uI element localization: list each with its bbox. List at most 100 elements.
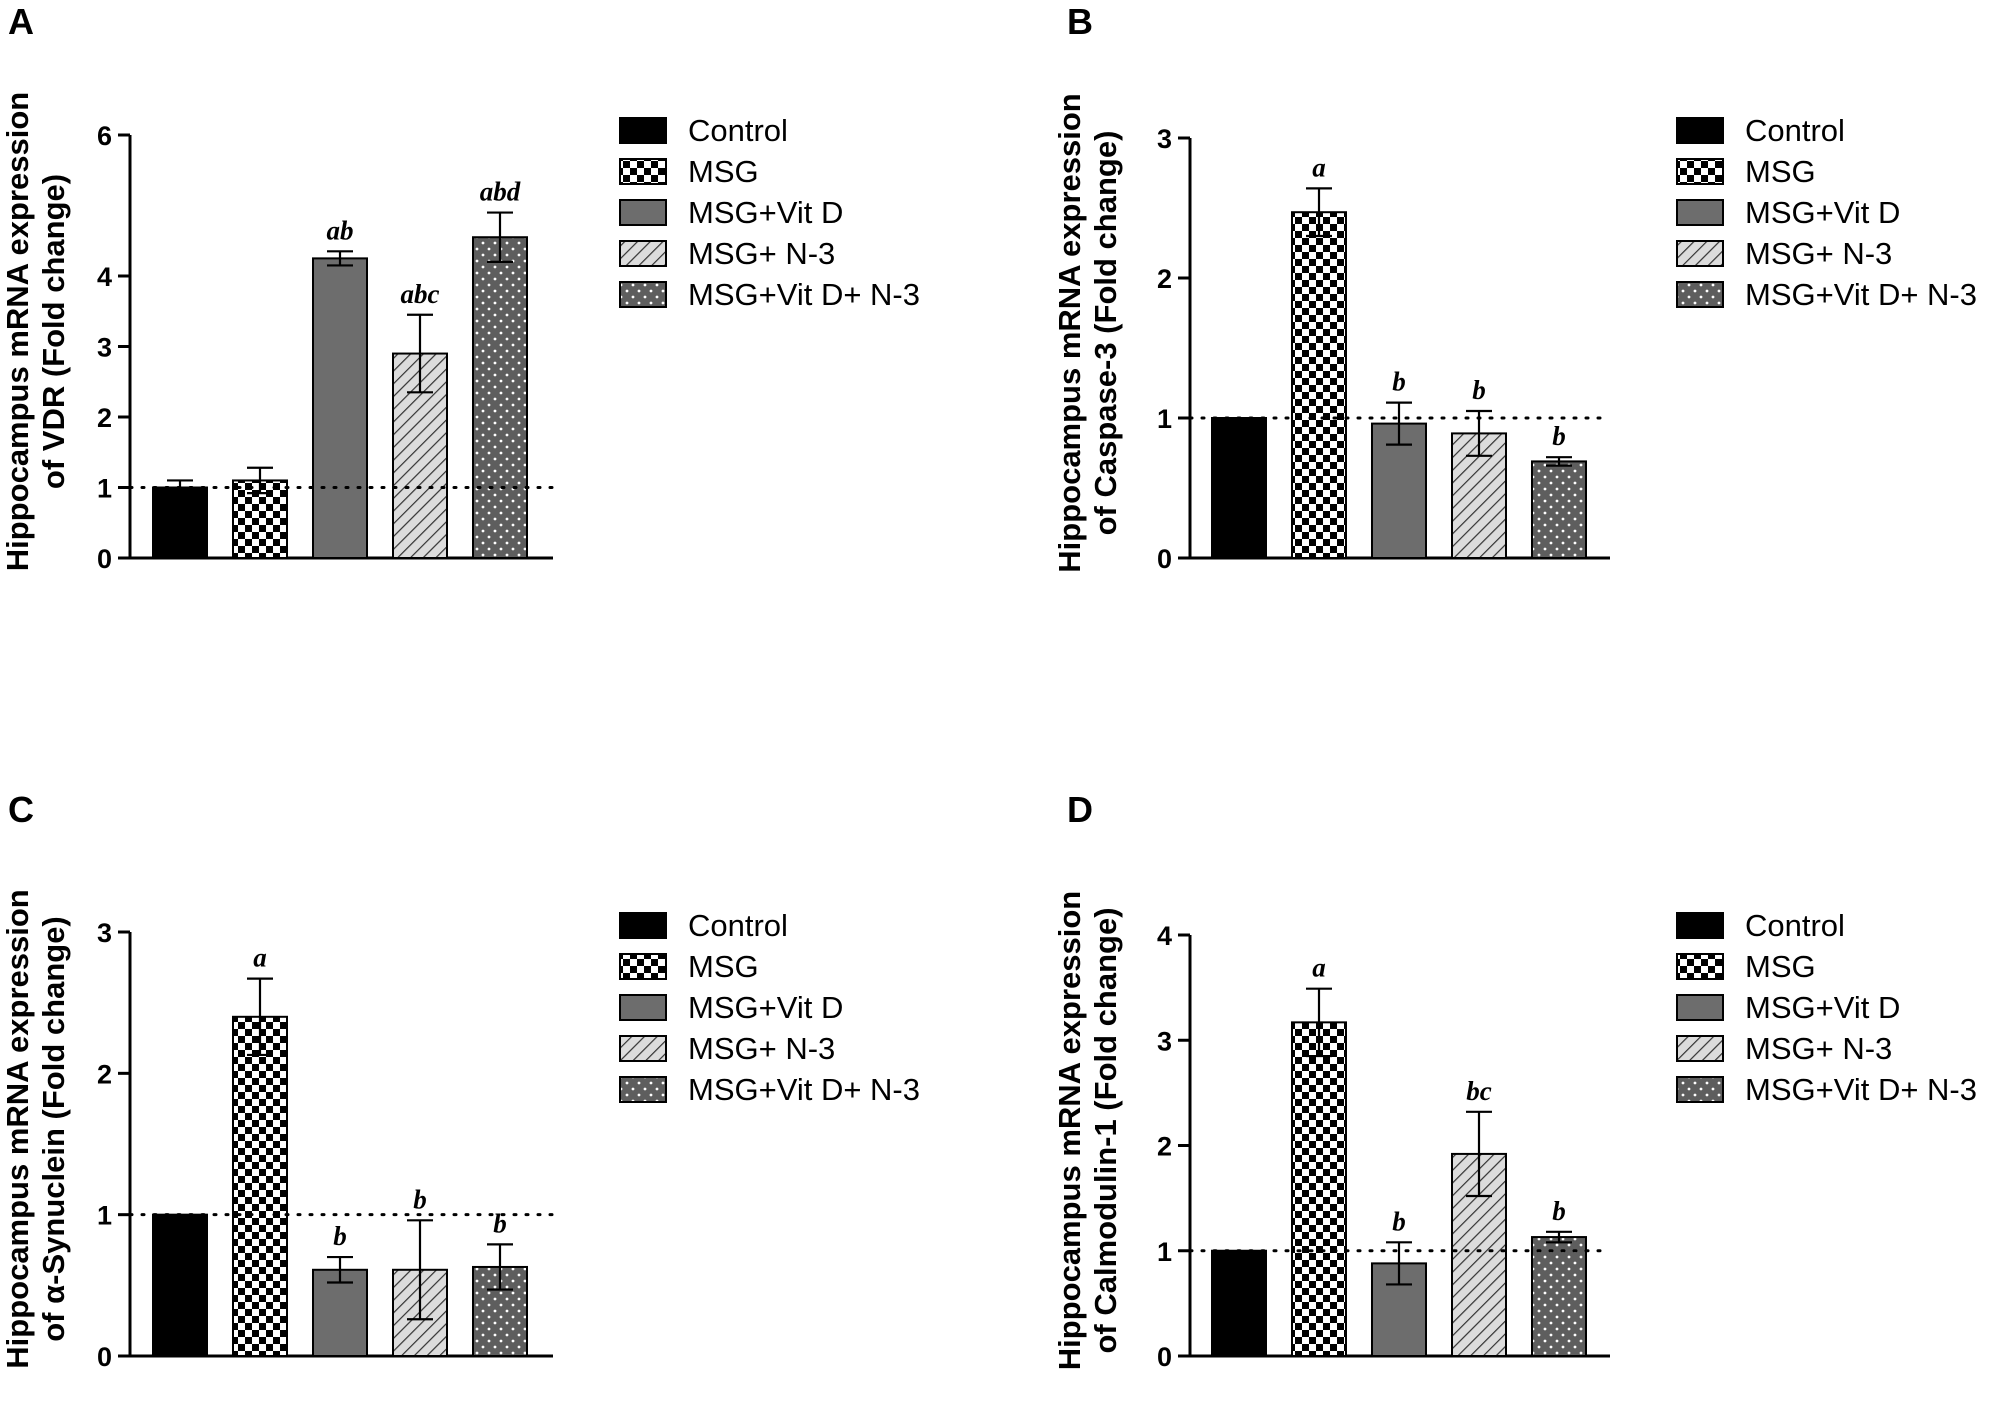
legend: Control MSG MSG+Vit D MSG+ N-3 MSG+Vit D+ N-… — [619, 908, 920, 1107]
significance-label: b — [1472, 375, 1486, 405]
bar-2 — [1291, 211, 1347, 559]
panel-c: C Hippocampus mRNA expression of α-Synucle… — [0, 789, 920, 1372]
legend-label: MSG+Vit D+ N-3 — [688, 1072, 920, 1107]
y-axis-title-line1: Hippocampus mRNA expression — [1052, 93, 1087, 572]
y-tick-label: 3 — [97, 918, 112, 948]
y-tick-label: 4 — [1157, 921, 1172, 951]
legend-swatch-3 — [1676, 199, 1724, 226]
bar-3 — [312, 1268, 368, 1357]
legend-label: MSG — [688, 154, 759, 189]
legend-swatch-3 — [619, 994, 667, 1021]
legend-label: Control — [688, 908, 788, 943]
legend-swatch-4 — [1676, 1035, 1724, 1062]
significance-label: b — [493, 1208, 507, 1238]
y-tick-label: 1 — [97, 1201, 112, 1231]
panel-d: D Hippocampus mRNA expression of Calmoduli… — [1052, 789, 1977, 1372]
legend-swatch-4 — [619, 240, 667, 267]
legend-label: Control — [688, 113, 788, 148]
legend: Control MSG MSG+Vit D MSG+ N-3 MSG+Vit D+ N-… — [1676, 908, 1977, 1107]
y-tick-label: 2 — [1157, 264, 1172, 294]
panel-b: B Hippocampus mRNA expression of Caspase-3… — [1052, 1, 1977, 574]
legend: Control MSG MSG+Vit D MSG+ N-3 MSG+Vit D+ N-… — [619, 113, 920, 312]
bar-2 — [1291, 1021, 1347, 1357]
y-tick-label: 3 — [1157, 1026, 1172, 1056]
legend-swatch-2 — [1676, 158, 1724, 185]
significance-label: a — [253, 943, 267, 973]
significance-label: bc — [1466, 1076, 1492, 1106]
y-tick-label: 1 — [1157, 1237, 1172, 1267]
legend-swatch-1 — [619, 912, 667, 939]
y-axis-title-line1: Hippocampus mRNA expression — [0, 92, 35, 571]
bar-1 — [1211, 1249, 1267, 1357]
panel-letter: D — [1067, 789, 1093, 830]
y-axis-title-line2: of VDR (Fold change) — [36, 174, 71, 489]
legend-label: MSG — [688, 949, 759, 984]
significance-label: b — [1392, 367, 1406, 397]
legend-swatch-3 — [1676, 994, 1724, 1021]
y-tick-label: 2 — [97, 403, 112, 433]
legend-label: Control — [1745, 908, 1845, 943]
legend-swatch-1 — [619, 117, 667, 144]
legend-label: MSG+Vit D — [1745, 195, 1900, 230]
y-tick-label: 2 — [1157, 1132, 1172, 1162]
significance-label: b — [1552, 1196, 1566, 1226]
significance-label: b — [1392, 1206, 1406, 1236]
significance-label: abc — [401, 279, 440, 309]
legend: Control MSG MSG+Vit D MSG+ N-3 MSG+Vit D+ N-… — [1676, 113, 1977, 312]
legend-swatch-5 — [1676, 1076, 1724, 1103]
significance-label: abd — [480, 177, 521, 207]
y-tick-label: 0 — [97, 1342, 112, 1372]
bar-1 — [152, 486, 208, 559]
legend-label: MSG+ N-3 — [688, 1031, 835, 1066]
legend-label: MSG+ N-3 — [1745, 236, 1892, 271]
y-axis-title-line1: Hippocampus mRNA expression — [0, 889, 35, 1368]
y-tick-label: 4 — [97, 262, 112, 292]
panel-letter: C — [8, 789, 34, 830]
bar-3 — [312, 257, 368, 559]
legend-label: MSG — [1745, 949, 1816, 984]
legend-label: MSG+ N-3 — [1745, 1031, 1892, 1066]
legend-label: MSG+Vit D+ N-3 — [1745, 1072, 1977, 1107]
y-tick-label: 1 — [1157, 404, 1172, 434]
legend-swatch-1 — [1676, 117, 1724, 144]
legend-label: MSG+Vit D — [688, 990, 843, 1025]
y-tick-label: 3 — [1157, 124, 1172, 154]
y-tick-label: 1 — [97, 474, 112, 504]
bar-5 — [472, 236, 528, 559]
y-axis-title-line2: of Calmodulin-1 (Fold change) — [1088, 907, 1123, 1353]
legend-swatch-5 — [1676, 281, 1724, 308]
legend-label: MSG+ N-3 — [688, 236, 835, 271]
legend-label: MSG+Vit D+ N-3 — [1745, 277, 1977, 312]
panel-letter: B — [1067, 1, 1093, 42]
legend-label: Control — [1745, 113, 1845, 148]
legend-label: MSG — [1745, 154, 1816, 189]
significance-label: b — [413, 1184, 427, 1214]
panel-letter: A — [8, 1, 34, 42]
legend-label: MSG+Vit D+ N-3 — [688, 277, 920, 312]
legend-swatch-5 — [619, 281, 667, 308]
y-tick-label: 2 — [97, 1059, 112, 1089]
bar-1 — [152, 1213, 208, 1357]
bar-4 — [392, 352, 448, 559]
bar-1 — [1211, 417, 1267, 559]
legend-swatch-3 — [619, 199, 667, 226]
legend-swatch-4 — [1676, 240, 1724, 267]
significance-label: a — [1312, 152, 1326, 182]
legend-swatch-2 — [1676, 953, 1724, 980]
y-tick-label: 0 — [1157, 1342, 1172, 1372]
y-axis-title-line2: of α-Synuclein (Fold change) — [36, 916, 71, 1342]
significance-label: a — [1312, 953, 1326, 983]
legend-swatch-1 — [1676, 912, 1724, 939]
legend-swatch-4 — [619, 1035, 667, 1062]
bar-2 — [232, 1015, 288, 1357]
significance-label: b — [333, 1221, 347, 1251]
panel-a: A Hippocampus mRNA expression of VDR (Fold… — [0, 1, 920, 574]
y-tick-label: 6 — [97, 121, 112, 151]
significance-label: b — [1552, 421, 1566, 451]
y-tick-label: 3 — [97, 333, 112, 363]
significance-label: ab — [327, 215, 354, 245]
legend-swatch-2 — [619, 158, 667, 185]
legend-swatch-5 — [619, 1076, 667, 1103]
y-tick-label: 0 — [1157, 544, 1172, 574]
